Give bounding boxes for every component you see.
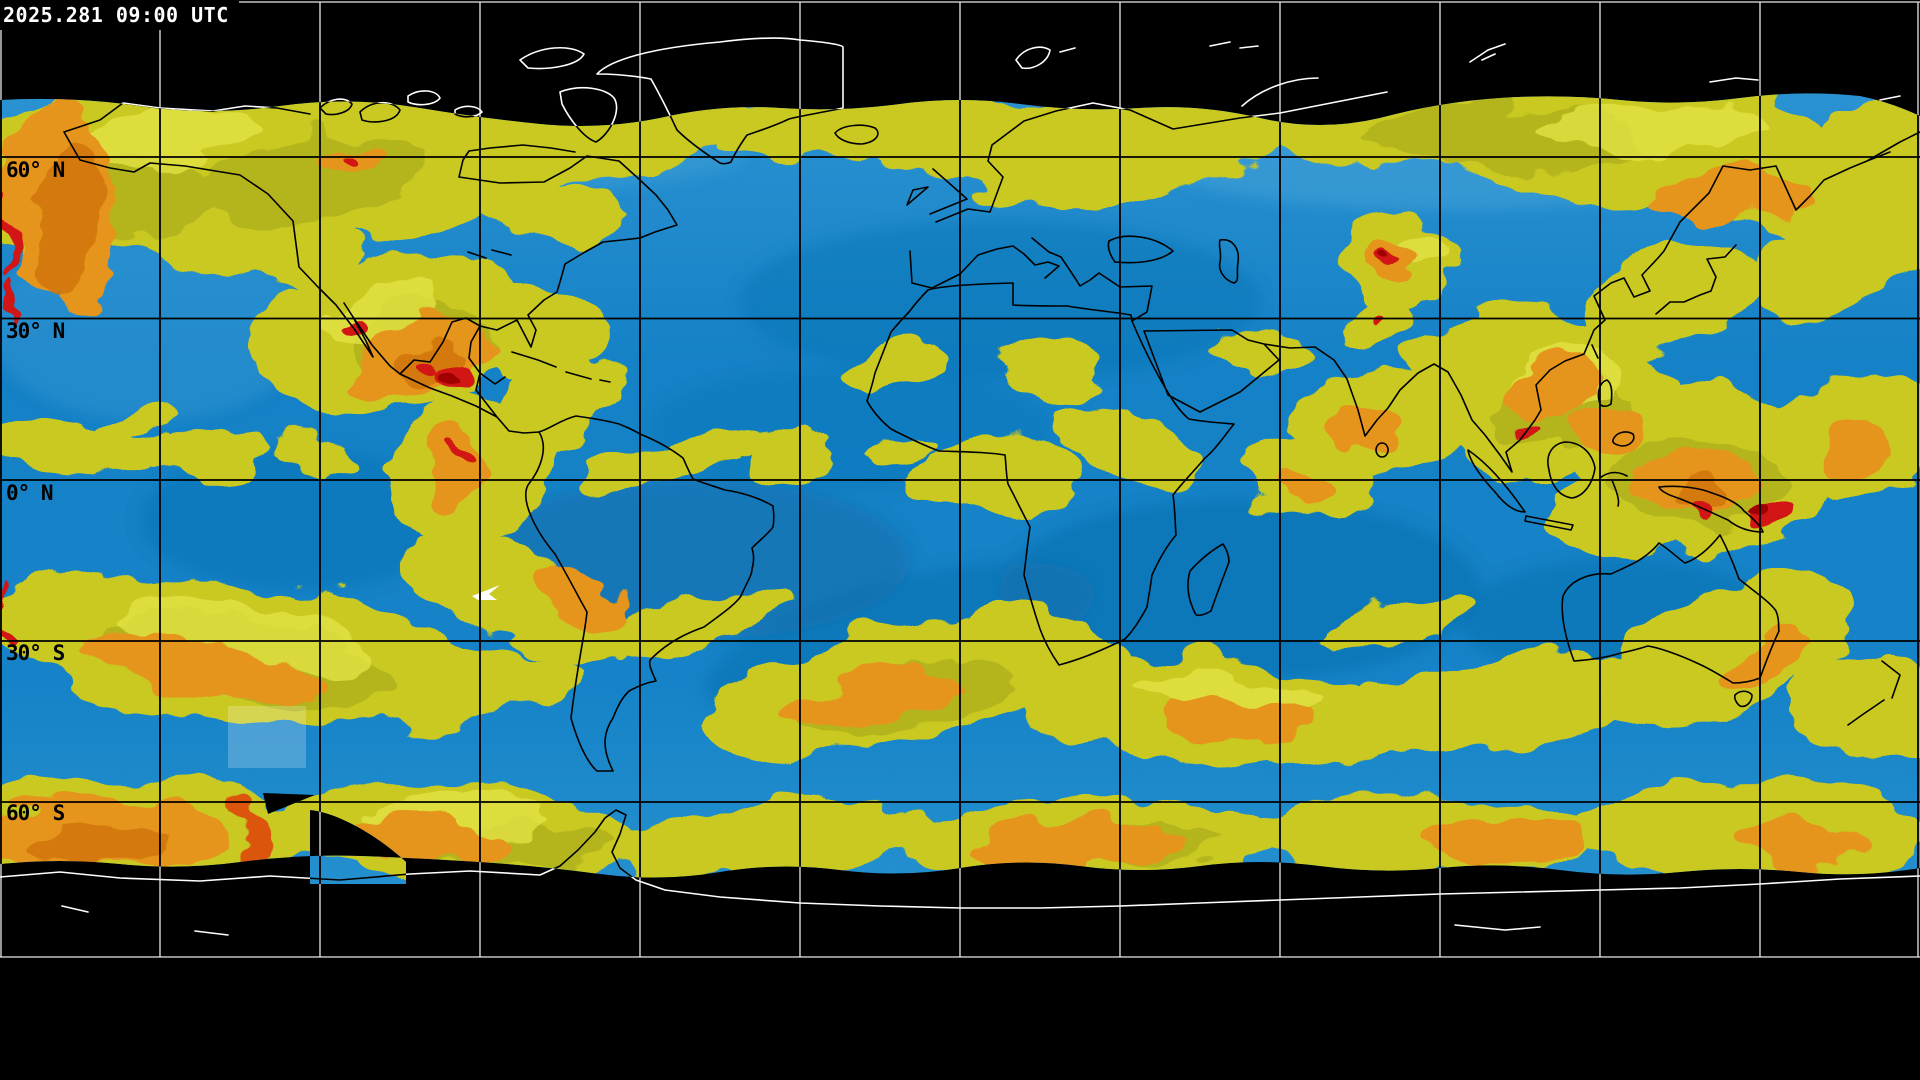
timestamp: 2025.281 09:00 UTC	[0, 0, 239, 30]
graticule-data	[0, 93, 1920, 884]
lat-label-60s: 60° S	[6, 801, 65, 825]
missing-data-arrow-artifact	[472, 585, 500, 600]
calibration-patch-artifact	[228, 706, 306, 768]
cloud-field	[0, 93, 1920, 884]
latitude-labels: 60° N 30° N 0° N 30° S 60° S	[6, 158, 66, 825]
lat-label-0n: 0° N	[6, 481, 53, 505]
lat-label-60n: 60° N	[6, 158, 65, 182]
lat-label-30n: 30° N	[6, 319, 65, 343]
colorbar-area: 1801902002102202302402502602702802903003…	[0, 960, 1920, 1080]
lat-label-30s: 30° S	[6, 641, 65, 665]
